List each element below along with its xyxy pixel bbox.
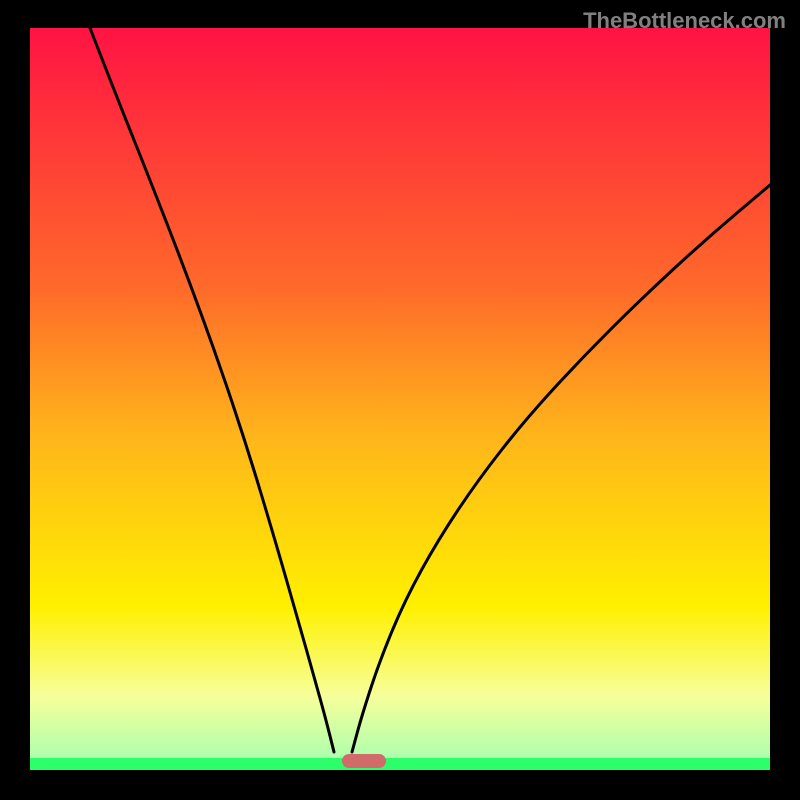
right-curve — [352, 185, 770, 752]
watermark-text: TheBottleneck.com — [583, 8, 786, 34]
bottleneck-curves — [0, 0, 800, 800]
left-curve — [90, 28, 334, 752]
